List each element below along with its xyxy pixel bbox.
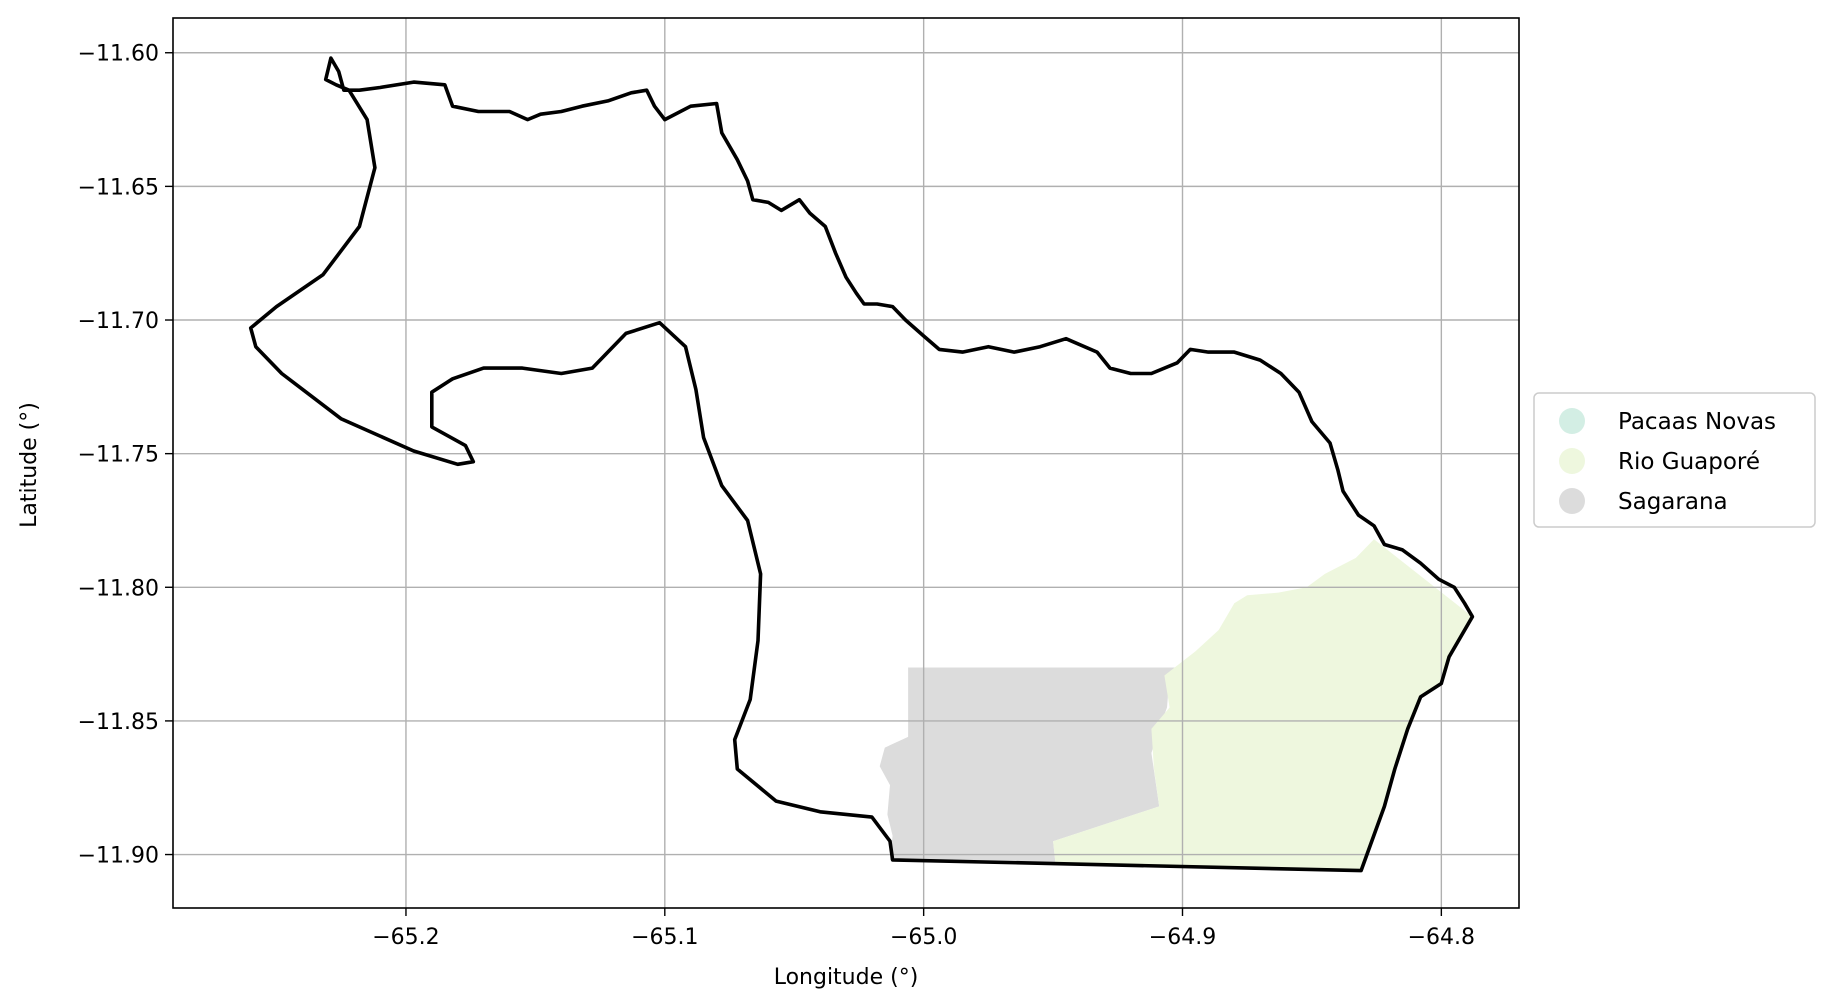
y-tick-label-4: −11.80: [78, 576, 159, 601]
legend: Pacaas Novas Rio Guaporé Sagarana: [1534, 393, 1815, 527]
y-axis-title: Latitude (°): [17, 402, 42, 528]
y-tick-label-1: −11.65: [78, 175, 159, 200]
y-tick-label-0: −11.60: [78, 42, 159, 67]
legend-marker-rio-guapore: [1559, 448, 1585, 474]
y-tick-label-5: −11.85: [78, 710, 159, 735]
x-tick-label-0: −65.2: [372, 925, 439, 950]
legend-label-sagarana: Sagarana: [1618, 489, 1728, 515]
legend-marker-pacaas-novas: [1559, 408, 1585, 434]
x-axis-title: Longitude (°): [774, 965, 919, 990]
x-tick-label-2: −65.0: [890, 925, 957, 950]
plot-area: [173, 18, 1519, 908]
y-tick-label-6: −11.90: [78, 844, 159, 869]
x-tick-label-3: −64.9: [1149, 925, 1216, 950]
legend-label-pacaas-novas: Pacaas Novas: [1618, 409, 1776, 435]
y-tick-label-3: −11.75: [78, 443, 159, 468]
legend-marker-sagarana: [1559, 488, 1585, 514]
y-tick-label-2: −11.70: [78, 309, 159, 334]
legend-label-rio-guapore: Rio Guaporé: [1618, 449, 1760, 475]
x-tick-label-1: −65.1: [631, 925, 698, 950]
x-tick-label-4: −64.8: [1408, 925, 1475, 950]
